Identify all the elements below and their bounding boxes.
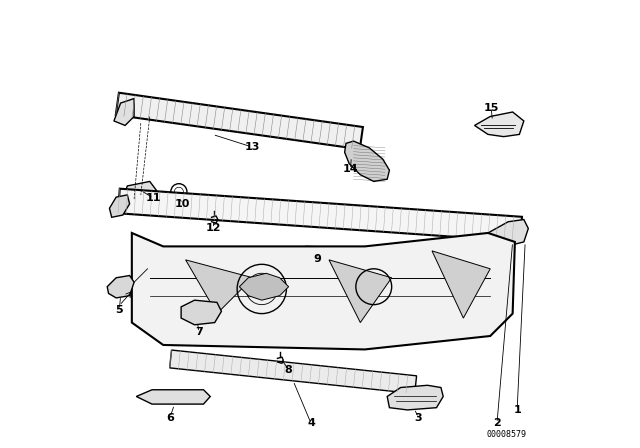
Text: 4: 4 [307, 418, 315, 428]
Polygon shape [488, 220, 529, 246]
Polygon shape [108, 276, 134, 298]
Text: 12: 12 [205, 224, 221, 233]
Text: 13: 13 [244, 142, 260, 152]
Text: 11: 11 [145, 193, 161, 203]
Bar [118, 189, 522, 241]
Text: 00008579: 00008579 [486, 430, 526, 439]
Text: 5: 5 [115, 305, 123, 315]
Bar [116, 93, 363, 149]
Polygon shape [239, 273, 289, 300]
Text: 2: 2 [493, 418, 501, 428]
Polygon shape [109, 195, 130, 217]
Text: 14: 14 [342, 164, 358, 174]
Bar [305, 246, 335, 260]
Polygon shape [114, 99, 134, 125]
Text: 7: 7 [195, 327, 203, 337]
Polygon shape [132, 233, 515, 349]
Text: 3: 3 [415, 413, 422, 422]
Bar [170, 350, 417, 394]
Text: 9: 9 [314, 254, 322, 264]
Polygon shape [181, 300, 221, 325]
Text: 1: 1 [513, 405, 521, 415]
Polygon shape [432, 251, 490, 318]
Polygon shape [329, 260, 392, 323]
Text: 8: 8 [285, 365, 292, 375]
Text: 6: 6 [166, 413, 174, 422]
Polygon shape [186, 260, 253, 314]
Polygon shape [125, 181, 157, 197]
Polygon shape [136, 390, 210, 404]
Text: 15: 15 [483, 103, 499, 112]
Polygon shape [345, 141, 389, 181]
Polygon shape [475, 112, 524, 137]
Text: 10: 10 [175, 199, 190, 209]
Bar [332, 248, 362, 261]
Polygon shape [387, 385, 443, 410]
